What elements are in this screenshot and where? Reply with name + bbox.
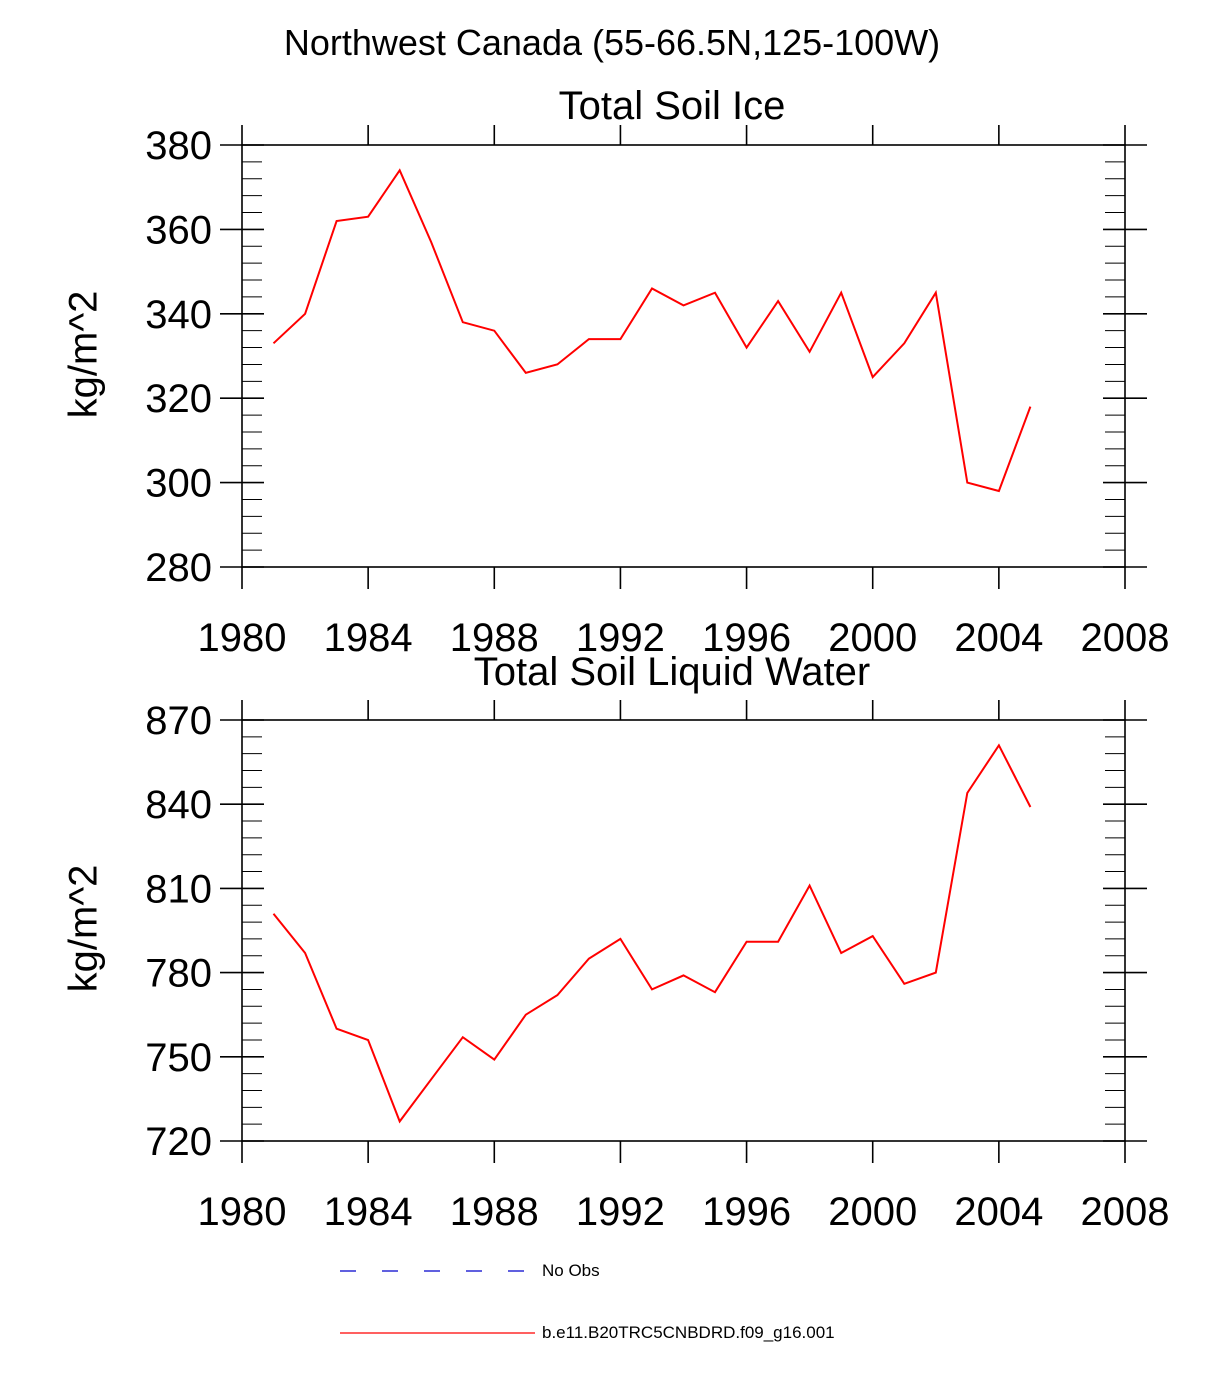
- legend-label-no-obs: No Obs: [542, 1261, 600, 1280]
- x-tick-label: 1980: [198, 616, 287, 660]
- x-tick-label: 2008: [1081, 1190, 1170, 1234]
- series-line-model: [272, 168, 1032, 493]
- panel-title-soil-liquid-water: Total Soil Liquid Water: [473, 650, 871, 694]
- y-tick-label: 780: [145, 952, 212, 996]
- x-tick-label: 1992: [576, 1190, 665, 1234]
- x-tick-label: 1980: [198, 1190, 287, 1234]
- y-tick-label: 360: [145, 208, 212, 252]
- legend-label-model: b.e11.B20TRC5CNBDRD.f09_g16.001: [542, 1323, 835, 1342]
- y-tick-label: 720: [145, 1120, 212, 1164]
- x-tick-label: 1984: [324, 1190, 413, 1234]
- x-tick-label: 2000: [828, 616, 917, 660]
- x-tick-label: 1988: [450, 616, 539, 660]
- panel-soil-liquid-water: 1980 1984 1988 1992 1996 2000 2004 2008 720 750 78…: [145, 699, 1169, 1234]
- x-tick-label: 2004: [954, 1190, 1043, 1234]
- y-tick-label: 340: [145, 293, 212, 337]
- x-tick-label: 1988: [450, 1190, 539, 1234]
- x-tick-label: 1996: [702, 1190, 791, 1234]
- y-tick-label: 870: [145, 699, 212, 743]
- y-tick-label: 380: [145, 124, 212, 168]
- y-tick-label: 280: [145, 546, 212, 590]
- panel-soil-ice: 1980 1984 1988 1992 1996 2000 2004 2008 280 300 32…: [145, 124, 1169, 660]
- y-tick-label: 840: [145, 783, 212, 827]
- legend: [340, 1270, 535, 1334]
- y-tick-label: 810: [145, 867, 212, 911]
- series-line-model: [272, 743, 1032, 1124]
- panel-title-soil-ice: Total Soil Ice: [558, 84, 786, 128]
- x-tick-label: 2004: [954, 616, 1043, 660]
- plot-frame: [241, 144, 1126, 568]
- y-tick-label: 300: [145, 462, 212, 506]
- x-tick-label: 1996: [702, 616, 791, 660]
- plot-frame: [241, 719, 1126, 1142]
- y-tick-label: 750: [145, 1036, 212, 1080]
- x-tick-label: 1984: [324, 616, 413, 660]
- figure-title: Northwest Canada (55-66.5N,125-100W): [283, 22, 941, 63]
- x-tick-label: 1992: [576, 616, 665, 660]
- x-tick-label: 2008: [1081, 616, 1170, 660]
- y-tick-label: 320: [145, 377, 212, 421]
- x-tick-label: 2000: [828, 1190, 917, 1234]
